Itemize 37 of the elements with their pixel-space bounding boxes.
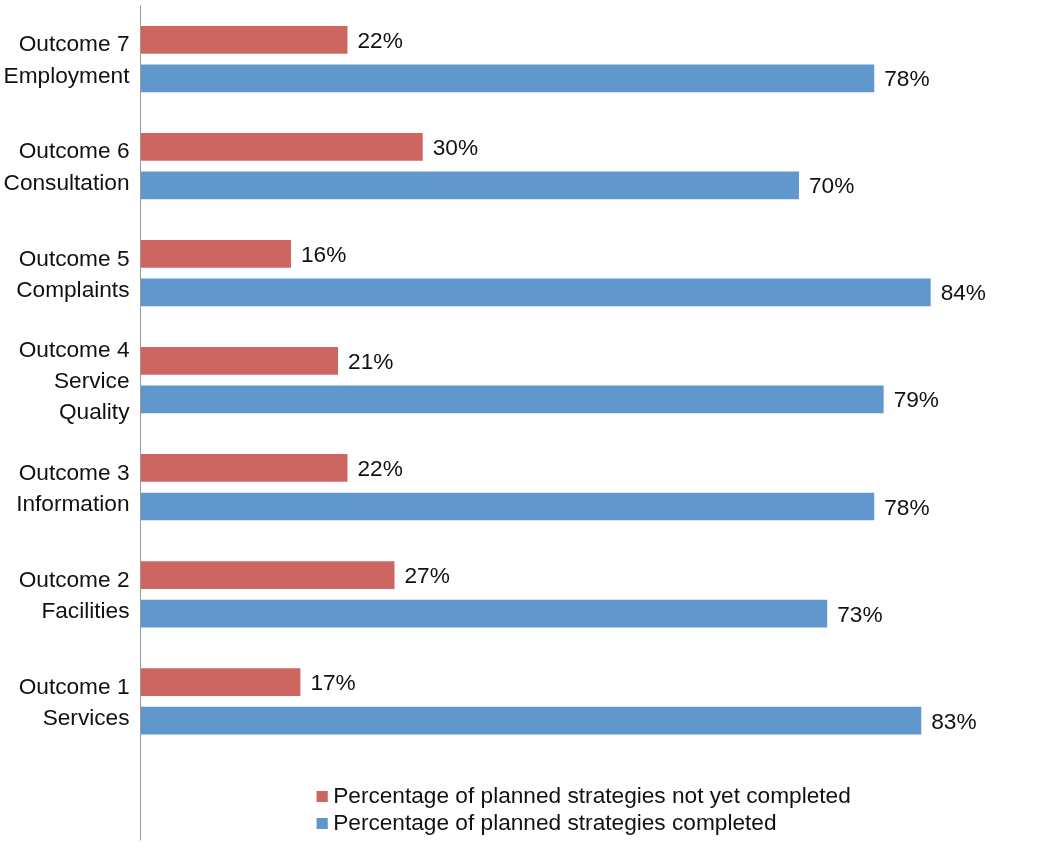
bar — [140, 239, 292, 268]
bar — [140, 454, 348, 482]
data-label: 27% — [404, 562, 450, 589]
y-tick-label: Outcome 2 Facilities — [18, 565, 130, 623]
data-label: 78% — [884, 65, 930, 92]
y-tick-label: Outcome 4 Service Quality — [18, 335, 131, 425]
bar — [140, 599, 828, 628]
data-label: 17% — [310, 669, 356, 696]
bar — [140, 492, 875, 521]
bar — [140, 385, 884, 414]
data-label: 83% — [931, 707, 977, 734]
bar — [140, 171, 799, 200]
data-label: 21% — [348, 347, 394, 374]
y-tick-label: Outcome 3 Information — [16, 458, 130, 516]
data-label: 84% — [940, 279, 987, 306]
data-label: 16% — [301, 240, 347, 267]
bar — [140, 132, 423, 161]
bar — [140, 668, 301, 696]
data-label: 78% — [884, 493, 930, 520]
data-label: 73% — [837, 600, 883, 627]
y-tick-label: Outcome 5 Complaints — [16, 244, 130, 302]
bar — [140, 278, 931, 307]
data-label: 30% — [432, 133, 479, 160]
bar — [140, 25, 348, 54]
data-label: 79% — [893, 386, 939, 413]
data-label: 22% — [357, 26, 403, 53]
y-tick-label: Outcome 1 Services — [18, 672, 130, 730]
bar — [140, 561, 395, 589]
y-tick-label: Outcome 7 Employment — [3, 30, 131, 88]
legend-label: Percentage of planned strategies completed — [333, 809, 777, 836]
bar — [140, 347, 339, 375]
bar — [140, 706, 922, 735]
bar — [140, 64, 875, 93]
legend-label: Percentage of planned strategies not yet completed — [333, 782, 851, 809]
y-tick-label: Outcome 6 Consultation — [3, 137, 130, 195]
data-label: 22% — [357, 454, 403, 481]
data-label: 70% — [808, 172, 855, 199]
